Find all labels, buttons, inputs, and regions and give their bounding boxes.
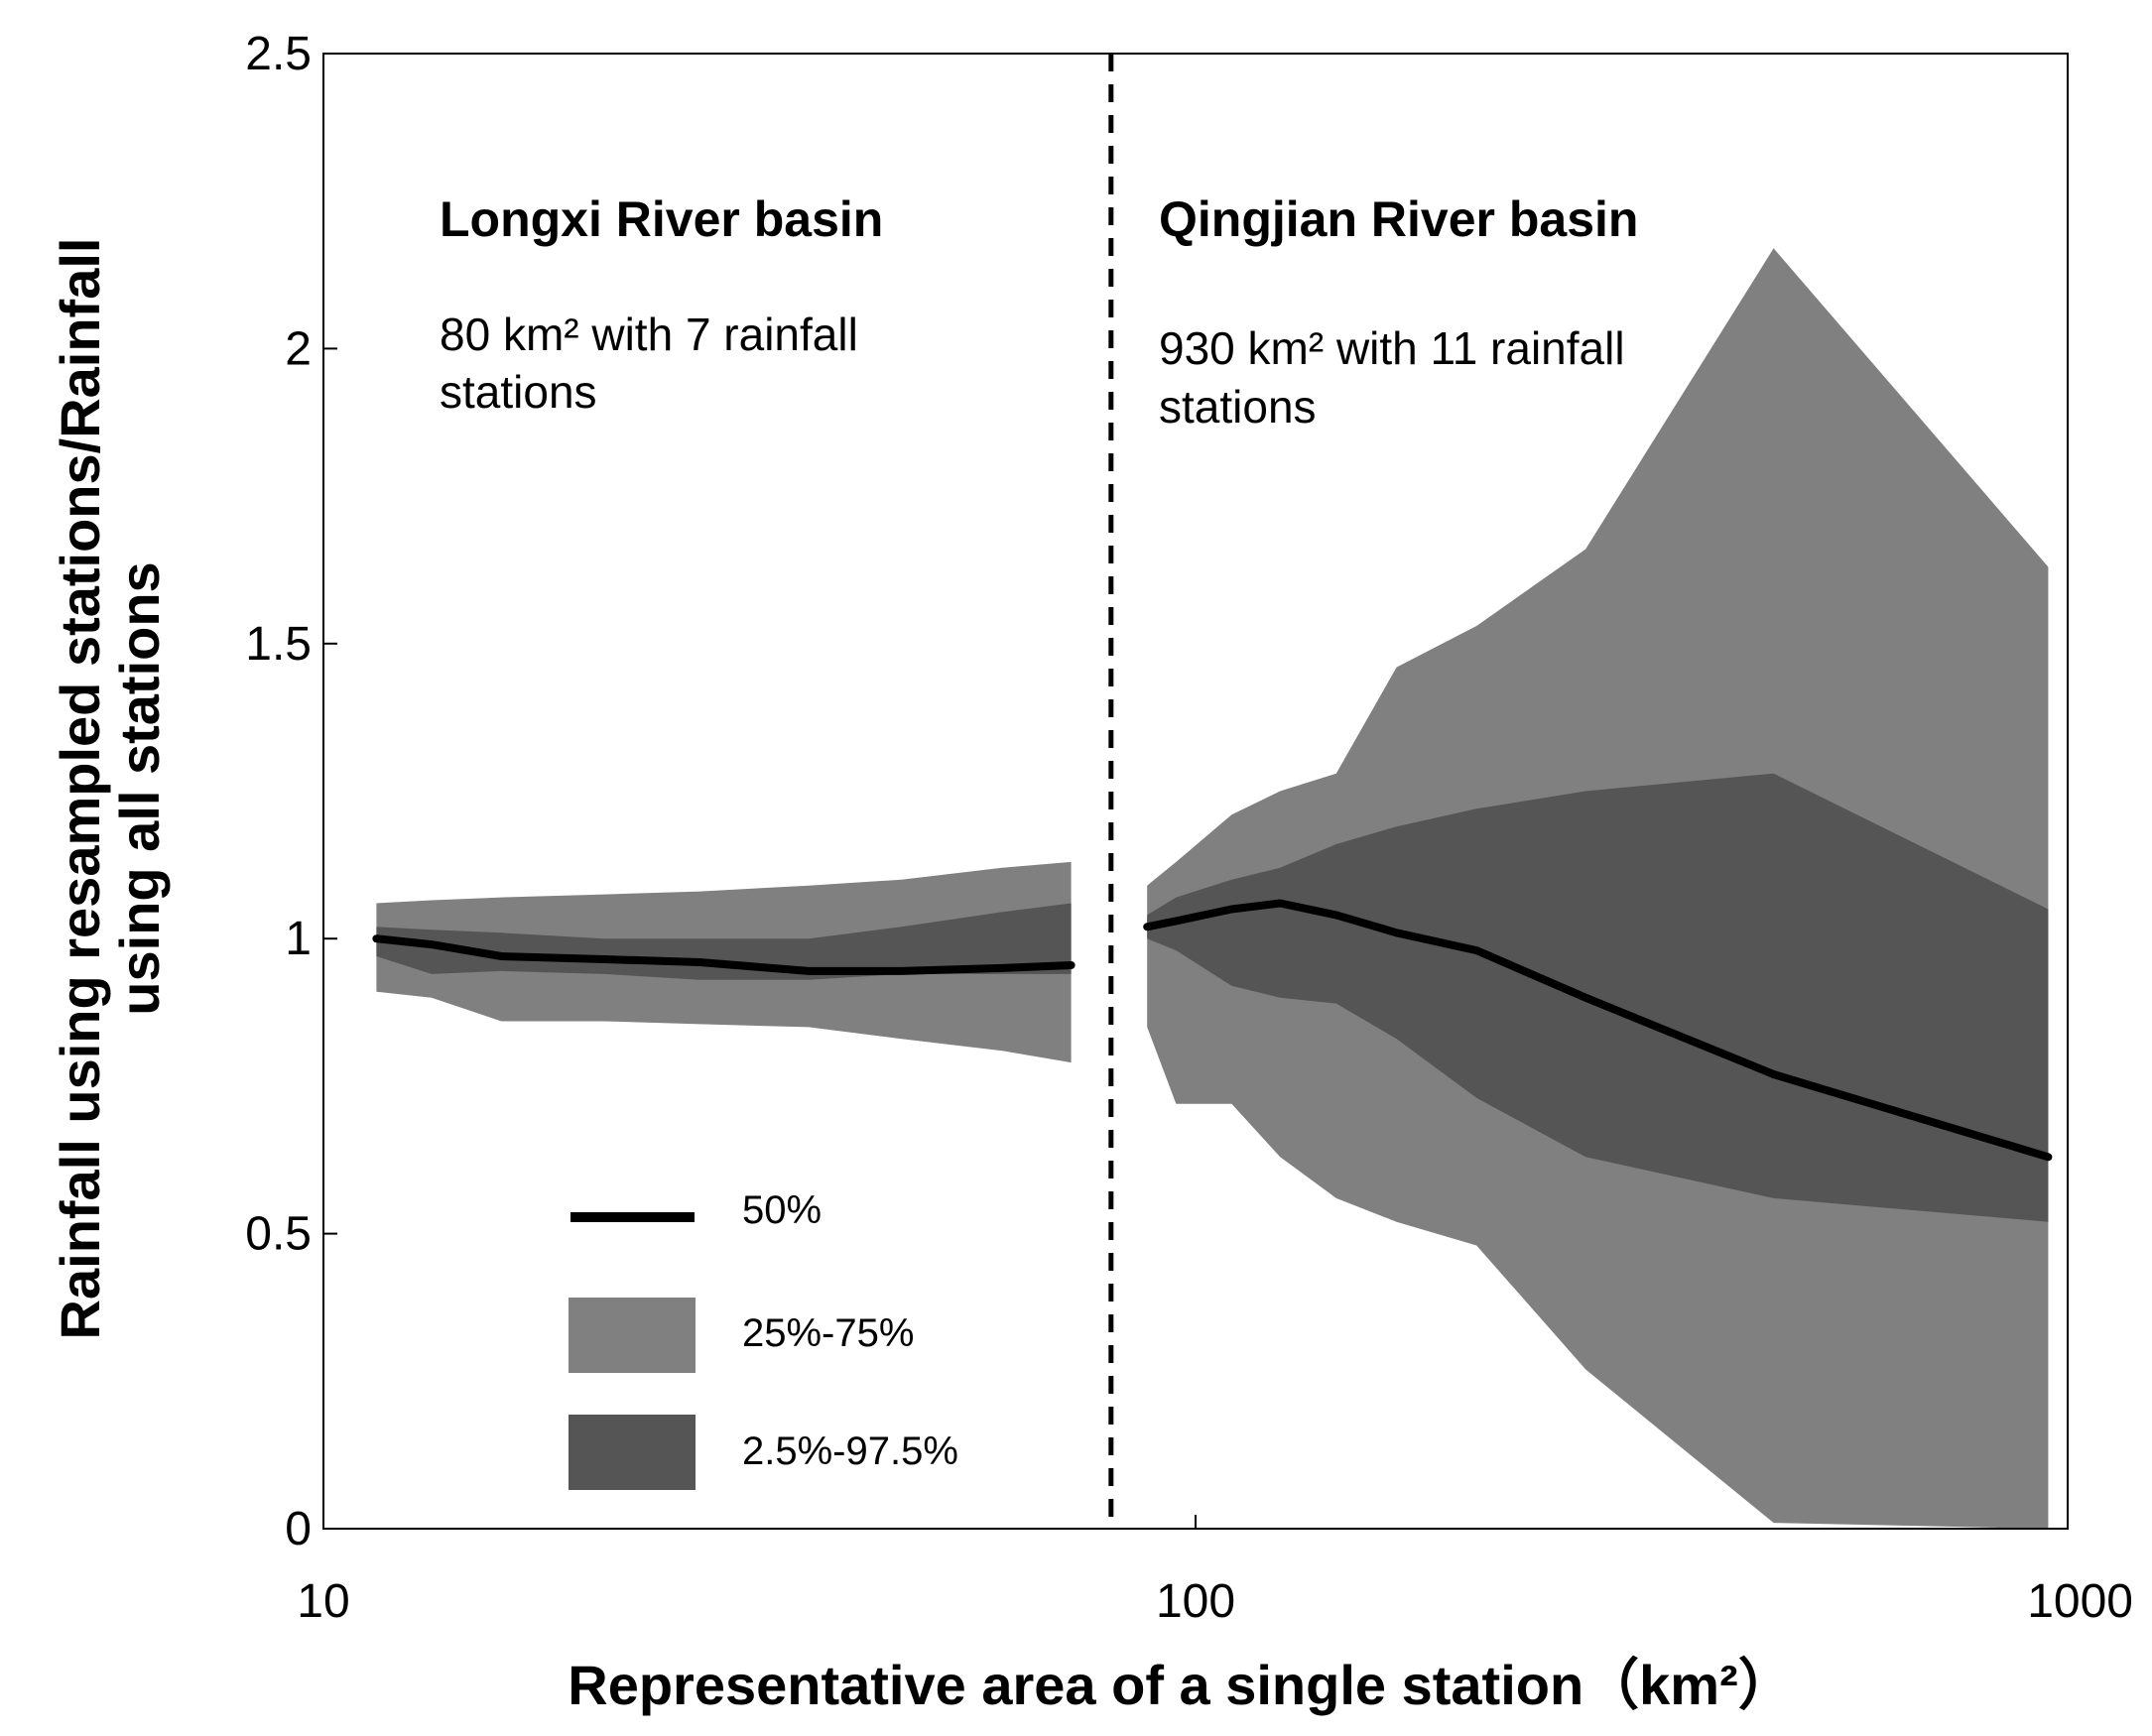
basin-note-longxi-line1: 80 km² with 7 rainfall — [440, 309, 858, 360]
x-axis-title: Representative area of a single station（… — [568, 1654, 1794, 1716]
median-line-basin-1 — [1143, 899, 2053, 1162]
y-tick-label-4: 2 — [285, 322, 312, 375]
y-axis-title-line1: Rainfall using resampled stations/Rainfa… — [49, 238, 111, 1340]
basin-note-longxi-line2: stations — [440, 366, 597, 418]
basin-note-qingjian-line1: 930 km² with 11 rainfall — [1159, 322, 1625, 374]
axis-ticks: 0 0.5 1 1.5 2 2.5 10 100 1000 — [245, 28, 2133, 1628]
y-tick-label-0: 0 — [285, 1503, 312, 1555]
legend-outer-swatch — [569, 1298, 696, 1373]
basin-title-qingjian: Qingjian River basin — [1159, 191, 1638, 247]
y-axis-title: Rainfall using resampled stations/Rainfa… — [49, 238, 171, 1340]
legend-inner-label: 2.5%-97.5% — [742, 1429, 958, 1473]
median-layer — [372, 899, 2053, 1162]
legend-outer-label: 25%-75% — [742, 1311, 914, 1355]
x-tick-label-2: 1000 — [2027, 1575, 2133, 1628]
basin-title-longxi: Longxi River basin — [440, 191, 883, 247]
y-tick-label-1: 0.5 — [245, 1208, 312, 1261]
y-axis-title-line2: using all stations — [108, 561, 171, 1015]
basin-note-qingjian-line2: stations — [1159, 381, 1317, 433]
y-tick-label-2: 1 — [285, 913, 312, 965]
median-line-basin-0 — [372, 934, 1076, 975]
legend-inner-swatch — [569, 1415, 696, 1490]
y-tick-label-5: 2.5 — [245, 28, 312, 80]
legend: 50% 25%-75% 2.5%-97.5% — [569, 1188, 958, 1490]
y-tick-label-3: 1.5 — [245, 618, 312, 671]
x-tick-label-0: 10 — [297, 1575, 349, 1628]
band-inner-basin-1 — [1147, 773, 2049, 1222]
x-tick-label-1: 100 — [1156, 1575, 1235, 1628]
legend-median-label: 50% — [742, 1188, 822, 1232]
